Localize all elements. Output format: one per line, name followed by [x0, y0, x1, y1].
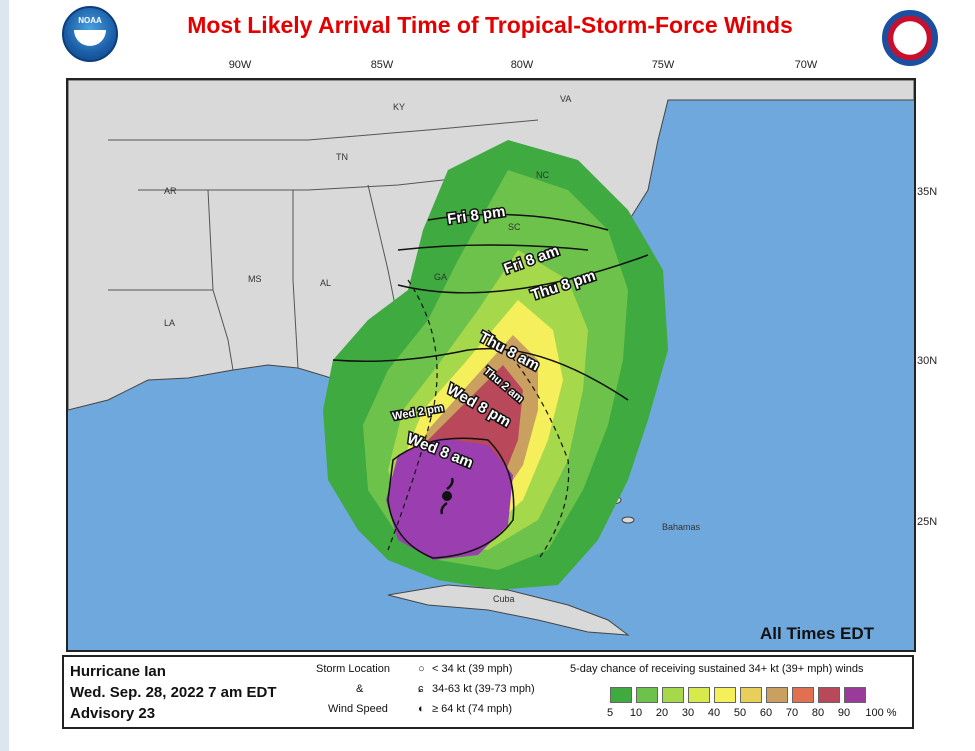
scale-label-60: 60	[759, 707, 773, 719]
storm-info: Hurricane Ian Wed. Sep. 28, 2022 7 am ED…	[70, 661, 276, 724]
contour-thu-8pm	[397, 254, 649, 294]
state-line-1	[108, 119, 539, 141]
scale-label-20: 20	[655, 707, 669, 719]
lon-label-75w: 75W	[651, 59, 675, 71]
scale-label-100: 100 %	[865, 707, 897, 719]
scale-label-5: 5	[606, 707, 614, 719]
lat-label-35n: 35N	[917, 186, 938, 198]
storm-name: Hurricane Ian	[70, 663, 166, 680]
state-label-ga: GA	[434, 272, 447, 282]
cuba-landmass	[387, 584, 630, 636]
state-line-3	[207, 189, 234, 371]
legend-panel: Hurricane Ian Wed. Sep. 28, 2022 7 am ED…	[62, 655, 914, 729]
left-edge-strip	[0, 0, 9, 751]
place-label-cuba: Cuba	[493, 594, 515, 604]
swatch-70	[792, 687, 814, 703]
arrival-contours	[332, 213, 649, 559]
legend-wind-speed: Wind Speed	[328, 703, 388, 715]
swatch-40	[714, 687, 736, 703]
lat-label-25n: 25N	[917, 516, 938, 528]
state-label-la: LA	[164, 318, 175, 328]
legend-hurricane-icon: ◐	[418, 703, 425, 715]
hurricane-symbol-icon	[440, 477, 454, 515]
swatch-5	[610, 687, 632, 703]
page-title: Most Likely Arrival Time of Tropical-Sto…	[187, 12, 793, 38]
contour-thu-8am	[332, 347, 629, 401]
lon-label-85w: 85W	[370, 59, 394, 71]
legend-hurricane-label: ≥ 64 kt (74 mph)	[432, 703, 513, 715]
legend-weak-label: < 34 kt (39 mph)	[432, 663, 513, 675]
prob-legend-title: 5-day chance of receiving sustained 34+ …	[570, 663, 864, 675]
swatch-50	[740, 687, 762, 703]
state-label-nc: NC	[536, 170, 549, 180]
scale-label-80: 80	[811, 707, 825, 719]
contour-wed-8am	[387, 437, 515, 559]
state-label-ar: AR	[164, 186, 177, 196]
legend-ts-label: 34-63 kt (39-73 mph)	[432, 683, 535, 695]
noaa-bird-shape	[74, 30, 106, 46]
lat-label-30n: 30N	[917, 355, 938, 367]
state-label-ms: MS	[248, 274, 262, 284]
bahamas-island-2	[621, 516, 635, 524]
track-dashed-line-2	[487, 329, 570, 561]
scale-label-10: 10	[629, 707, 643, 719]
state-label-ky: KY	[393, 102, 405, 112]
contour-fri-8am	[397, 244, 589, 251]
all-times-note: All Times EDT	[760, 624, 874, 643]
map-frame[interactable]: KY VA TN NC AR SC MS AL GA LA Bahamas Cu…	[66, 78, 916, 652]
scale-label-70: 70	[785, 707, 799, 719]
scale-label-30: 30	[681, 707, 695, 719]
state-label-tn: TN	[336, 152, 348, 162]
legend-ampersand: &	[356, 683, 364, 695]
state-line-2	[138, 174, 489, 191]
swatch-20	[662, 687, 684, 703]
nws-logo-icon	[882, 10, 938, 66]
lon-label-90w: 90W	[228, 59, 252, 71]
scale-label-40: 40	[707, 707, 721, 719]
state-label-al: AL	[320, 278, 331, 288]
swatch-10	[636, 687, 658, 703]
map-svg: KY VA TN NC AR SC MS AL GA LA Bahamas Cu…	[68, 80, 914, 636]
legend-weak-icon: ○	[418, 663, 425, 675]
storm-advisory: Advisory 23	[70, 705, 156, 722]
swatch-60	[766, 687, 788, 703]
state-label-va: VA	[560, 94, 571, 104]
lon-label-80w: 80W	[510, 59, 534, 71]
storm-datetime: Wed. Sep. 28, 2022 7 am EDT	[70, 684, 277, 701]
contour-fri-8pm	[427, 213, 609, 231]
legend-ts-icon: ɕ	[418, 683, 424, 695]
state-line-4	[292, 190, 299, 369]
noaa-logo-text: NOAA	[78, 16, 102, 25]
swatch-90	[844, 687, 866, 703]
track-dashed-line	[387, 279, 438, 551]
legend-storm-location: Storm Location	[316, 663, 390, 675]
place-label-bahamas: Bahamas	[662, 522, 701, 532]
scale-label-90: 90	[837, 707, 851, 719]
noaa-logo-icon: NOAA	[62, 6, 118, 62]
swatch-80	[818, 687, 840, 703]
swatch-30	[688, 687, 710, 703]
state-label-sc: SC	[508, 222, 521, 232]
lon-label-70w: 70W	[794, 59, 818, 71]
scale-label-50: 50	[733, 707, 747, 719]
